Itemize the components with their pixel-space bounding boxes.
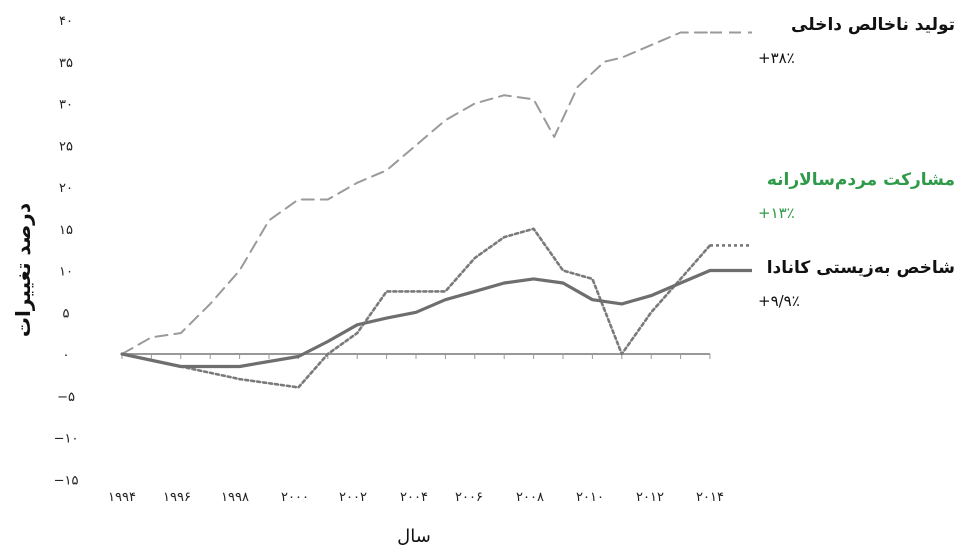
y-axis-tick-labels: ۴۰ ۳۵ ۳۰ ۲۵ ۲۰ ۱۵ ۱۰ ۵ ۰ −۵ −۱۰ −۱۵: [54, 14, 79, 488]
y-tick-label: −۵: [57, 390, 75, 405]
x-tick-label: ۱۹۹۶: [163, 490, 191, 505]
x-tick-label: ۲۰۱۴: [696, 490, 724, 505]
series-name-label: مشارکت مردم‌سالارانه: [767, 170, 955, 190]
x-tick-label: ۱۹۹۴: [108, 490, 136, 505]
y-tick-label: −۱۰: [54, 432, 79, 447]
series-name-label: شاخص به‌زیستی کانادا: [767, 258, 955, 278]
x-tick-label: ۲۰۰۴: [400, 490, 428, 505]
x-tick-label: ۲۰۰۰: [281, 490, 309, 505]
x-tick-label: ۲۰۰۲: [339, 490, 367, 505]
series-change-label: +۳۸٪: [758, 49, 795, 67]
series-layer: [120, 31, 752, 389]
y-tick-label: ۰: [63, 348, 70, 363]
series-change-label: +۹/۹٪: [758, 292, 800, 310]
x-tick-label: ۲۰۰۶: [455, 490, 483, 505]
series-line-2: [120, 227, 712, 389]
y-tick-label: ۴۰: [59, 14, 73, 29]
series-name-label: تولید ناخالص داخلی: [791, 15, 955, 35]
y-tick-label: −۱۵: [54, 473, 79, 488]
y-tick-label: ۱۰: [59, 265, 73, 280]
x-axis-title: سال: [397, 526, 431, 547]
y-tick-label: ۱۵: [59, 223, 73, 238]
series-change-label: +۱۳٪: [758, 204, 795, 222]
y-tick-label: ۲۰: [59, 181, 73, 196]
y-tick-label: ۵: [63, 306, 70, 321]
y-tick-label: ۲۵: [59, 139, 73, 154]
y-tick-label: ۳۰: [59, 98, 73, 113]
series-labels-layer: تولید ناخالص داخلی +۳۸٪ مشارکت مردم‌سالارا…: [758, 15, 955, 310]
x-tick-label: ۲۰۱۰: [576, 490, 604, 505]
series-line-3: [120, 268, 712, 369]
y-axis-title: درصد تغییرات: [11, 203, 35, 337]
x-tick-label: ۱۹۹۸: [221, 490, 249, 505]
x-tick-label: ۲۰۱۲: [636, 490, 664, 505]
x-tick-label: ۲۰۰۸: [516, 490, 544, 505]
x-axis-tick-labels: ۱۹۹۴ ۱۹۹۶ ۱۹۹۸ ۲۰۰۰ ۲۰۰۲ ۲۰۰۴ ۲۰۰۶ ۲۰۰۸ ۲۰۱۰ ۲۰۱۲…: [108, 490, 724, 505]
series-line-1: [121, 31, 711, 355]
y-tick-label: ۳۵: [59, 56, 73, 71]
zero-baseline-layer: [121, 353, 711, 359]
